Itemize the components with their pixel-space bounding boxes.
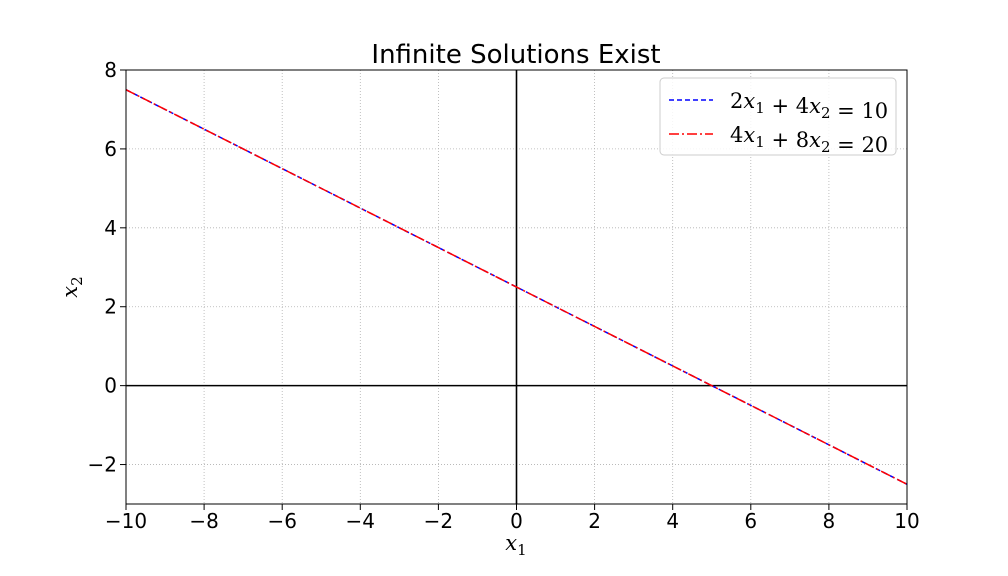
- x-tick-label: 4: [666, 509, 679, 533]
- x-tick-label: 10: [894, 509, 919, 533]
- chart-title: Infinite Solutions Exist: [371, 40, 660, 70]
- x-tick-label: −8: [189, 509, 218, 533]
- x-tick-label: 6: [744, 509, 757, 533]
- y-tick-label: −2: [88, 453, 117, 477]
- x-axis: −10 −8 −6 −4 −2 0 2 4 6 8 10: [105, 504, 920, 533]
- x-tick-label: −10: [105, 509, 147, 533]
- x-tick-label: −4: [346, 509, 375, 533]
- x-tick-label: −2: [424, 509, 453, 533]
- x-tick-label: 2: [588, 509, 601, 533]
- y-tick-label: 2: [104, 295, 117, 319]
- y-axis-label: x2: [58, 276, 86, 297]
- y-tick-label: 6: [104, 137, 117, 161]
- y-tick-label: 8: [104, 58, 117, 82]
- x-axis-label: x1: [505, 531, 526, 559]
- y-axis: −2 0 2 4 6 8: [88, 58, 126, 477]
- series-line-2: [125, 89, 908, 485]
- x-tick-label: 8: [823, 509, 836, 533]
- y-tick-label: 0: [104, 374, 117, 398]
- legend-label: 4x1 + 8x2 = 20: [730, 123, 888, 157]
- x-tick-label: −6: [267, 509, 296, 533]
- x-tick-label: 0: [510, 509, 523, 533]
- legend-label: 2x1 + 4x2 = 10: [730, 89, 888, 123]
- legend-box: [659, 77, 897, 156]
- y-tick-label: 4: [104, 216, 117, 240]
- series-layer: [125, 89, 908, 485]
